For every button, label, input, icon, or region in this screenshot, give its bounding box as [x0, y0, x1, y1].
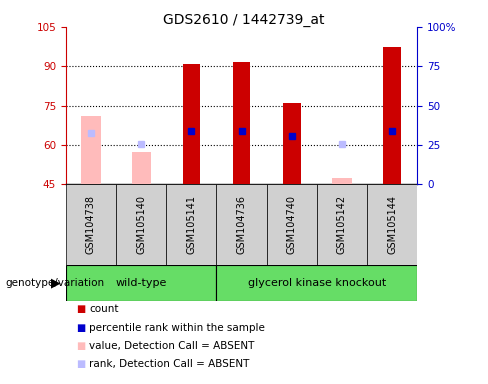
- Text: rank, Detection Call = ABSENT: rank, Detection Call = ABSENT: [89, 359, 250, 369]
- Text: GSM104740: GSM104740: [287, 195, 297, 254]
- Text: percentile rank within the sample: percentile rank within the sample: [89, 323, 265, 333]
- Bar: [116, 184, 166, 265]
- Text: GSM105140: GSM105140: [136, 195, 146, 254]
- Text: GDS2610 / 1442739_at: GDS2610 / 1442739_at: [163, 13, 325, 27]
- Text: GSM104738: GSM104738: [86, 195, 96, 254]
- Bar: [183, 64, 200, 184]
- Bar: [233, 62, 250, 184]
- Text: ■: ■: [76, 359, 85, 369]
- Bar: [81, 116, 101, 184]
- Text: ■: ■: [76, 304, 85, 314]
- Bar: [266, 184, 317, 265]
- Text: GSM105144: GSM105144: [387, 195, 397, 254]
- Text: wild-type: wild-type: [116, 278, 167, 288]
- Bar: [166, 184, 217, 265]
- Bar: [367, 184, 417, 265]
- Text: GSM105141: GSM105141: [186, 195, 196, 254]
- Text: genotype/variation: genotype/variation: [5, 278, 104, 288]
- Bar: [317, 184, 367, 265]
- Bar: [384, 46, 401, 184]
- Bar: [131, 152, 151, 184]
- Bar: [66, 265, 217, 301]
- Text: GSM105142: GSM105142: [337, 195, 347, 254]
- Bar: [66, 184, 116, 265]
- Bar: [332, 178, 352, 184]
- Bar: [283, 103, 301, 184]
- Text: ■: ■: [76, 323, 85, 333]
- Text: ▶: ▶: [51, 277, 61, 290]
- Text: value, Detection Call = ABSENT: value, Detection Call = ABSENT: [89, 341, 255, 351]
- Text: ■: ■: [76, 341, 85, 351]
- Text: count: count: [89, 304, 119, 314]
- Bar: [217, 184, 266, 265]
- Bar: [217, 265, 417, 301]
- Text: glycerol kinase knockout: glycerol kinase knockout: [248, 278, 386, 288]
- Text: GSM104736: GSM104736: [237, 195, 246, 254]
